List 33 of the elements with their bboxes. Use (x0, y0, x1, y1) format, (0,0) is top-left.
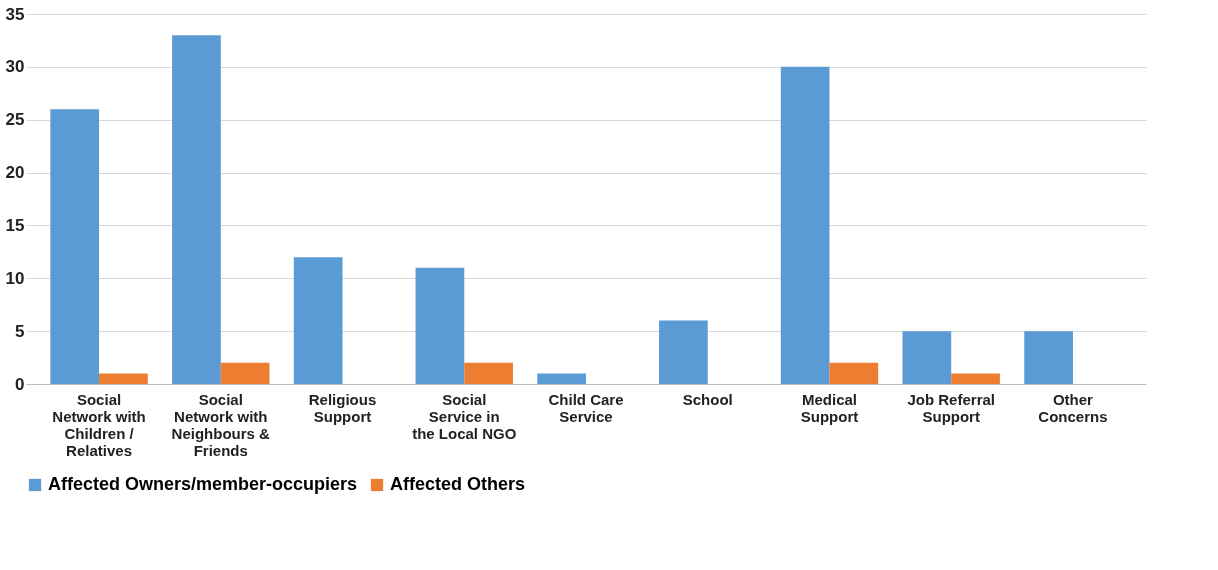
x-tick-label: School (682, 390, 733, 408)
y-tick-label: 25 (5, 110, 25, 130)
x-tick-label: Job Referral Support (907, 390, 995, 425)
x-tick-label: Social Network with Neighbours & Friends (171, 390, 271, 459)
bar (464, 362, 513, 384)
bar (659, 320, 708, 384)
y-tick-label: 15 (5, 215, 25, 235)
y-tick-label: 0 (15, 374, 25, 394)
bar (293, 257, 343, 384)
x-tick-label: Religious Support (308, 390, 377, 425)
bar (780, 66, 830, 384)
x-tick-label: Medical Support (800, 390, 859, 425)
x-tick-label: Social Service in the Local NGO (412, 390, 517, 442)
bar (951, 373, 1000, 384)
bar (829, 362, 879, 384)
bar (902, 331, 952, 384)
x-tick-label: Other Concerns (1038, 390, 1108, 425)
x-tick-label: Social Network with Children / Relatives (52, 390, 146, 459)
x-tick-label: Child Care Service (548, 390, 624, 425)
bar (220, 362, 270, 384)
bar (50, 109, 100, 384)
bar (99, 373, 148, 384)
y-tick-label: 35 (5, 4, 25, 24)
bar (537, 373, 586, 384)
y-tick-label: 10 (5, 268, 25, 288)
bar (415, 267, 465, 384)
legend-label: Affected Owners/member-occupiers (48, 474, 358, 494)
y-tick-label: 20 (5, 163, 25, 183)
legend-label: Affected Others (390, 474, 526, 494)
y-tick-label: 30 (5, 57, 25, 77)
bar (172, 35, 221, 384)
bar (1024, 331, 1073, 384)
y-tick-label: 5 (15, 321, 25, 341)
